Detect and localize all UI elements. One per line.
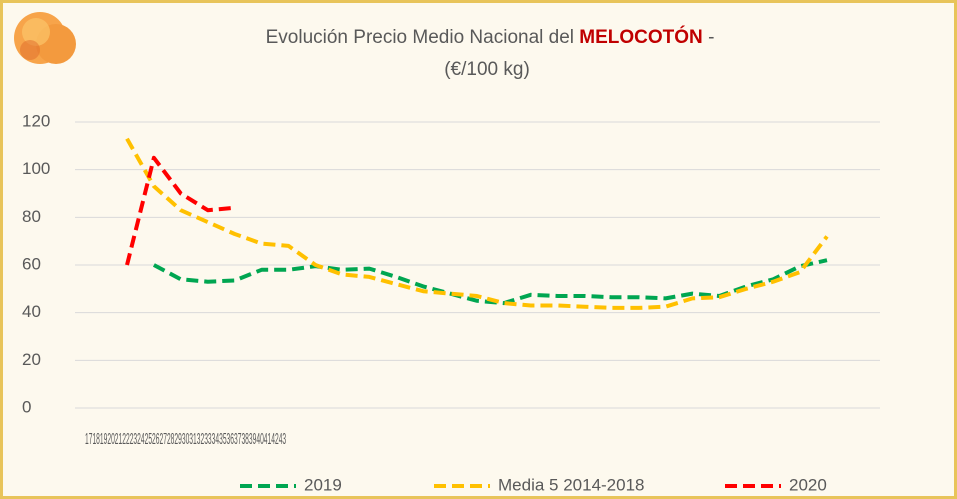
x-tick-label: 37	[234, 431, 241, 448]
x-tick-label: 32	[197, 431, 204, 448]
x-tick-label: 28	[167, 431, 174, 448]
legend-label: 2019	[304, 475, 342, 494]
x-tick-label: 25	[145, 431, 152, 448]
x-tick-label: 21	[115, 431, 122, 448]
x-tick-label: 39	[249, 431, 256, 448]
x-tick-label: 20	[107, 431, 114, 448]
x-tick-label: 35	[219, 431, 226, 448]
y-tick-label: 100	[22, 159, 50, 178]
chart-title: Evolución Precio Medio Nacional del MELO…	[266, 26, 715, 48]
x-tick-label: 22	[122, 431, 129, 448]
x-tick-label: 31	[189, 431, 196, 448]
y-tick-label: 80	[22, 207, 41, 226]
x-tick-label: 24	[137, 431, 144, 448]
x-tick-label: 26	[152, 431, 159, 448]
x-tick-label: 18	[92, 431, 99, 448]
chart-subtitle: (€/100 kg)	[444, 59, 530, 80]
title-emphasis: MELOCOTÓN	[579, 26, 703, 48]
x-tick-label: 43	[279, 431, 286, 448]
x-tick-label: 23	[130, 431, 137, 448]
y-tick-label: 40	[22, 302, 41, 321]
y-tick-label: 60	[22, 254, 41, 273]
series-line	[152, 258, 828, 306]
x-tick-label: 41	[264, 431, 271, 448]
x-tick-label: 40	[256, 431, 263, 448]
x-tick-label: 33	[204, 431, 211, 448]
legend-item: Media 5 2014-2018	[434, 475, 645, 494]
title-suffix: -	[708, 27, 714, 48]
title-prefix: Evolución Precio Medio Nacional del	[266, 27, 574, 48]
x-tick-label: 38	[241, 431, 248, 448]
x-tick-label: 19	[100, 431, 107, 448]
y-tick-label: 120	[22, 111, 50, 130]
legend-label: 2020	[789, 475, 827, 494]
legend-label: Media 5 2014-2018	[498, 475, 645, 494]
x-tick-label: 42	[271, 431, 278, 448]
x-tick-label: 17	[85, 431, 92, 448]
x-tick-label: 36	[227, 431, 234, 448]
series-line	[125, 137, 829, 310]
x-tick-label: 27	[160, 431, 167, 448]
series-line	[125, 155, 235, 266]
x-tick-label: 34	[212, 431, 219, 448]
legend-item: 2020	[725, 475, 827, 494]
legend-item: 2019	[240, 475, 342, 494]
x-tick-label: 30	[182, 431, 189, 448]
y-tick-label: 0	[22, 397, 31, 416]
peach-icon	[14, 12, 76, 64]
x-tick-label: 29	[174, 431, 181, 448]
y-tick-label: 20	[22, 350, 41, 369]
